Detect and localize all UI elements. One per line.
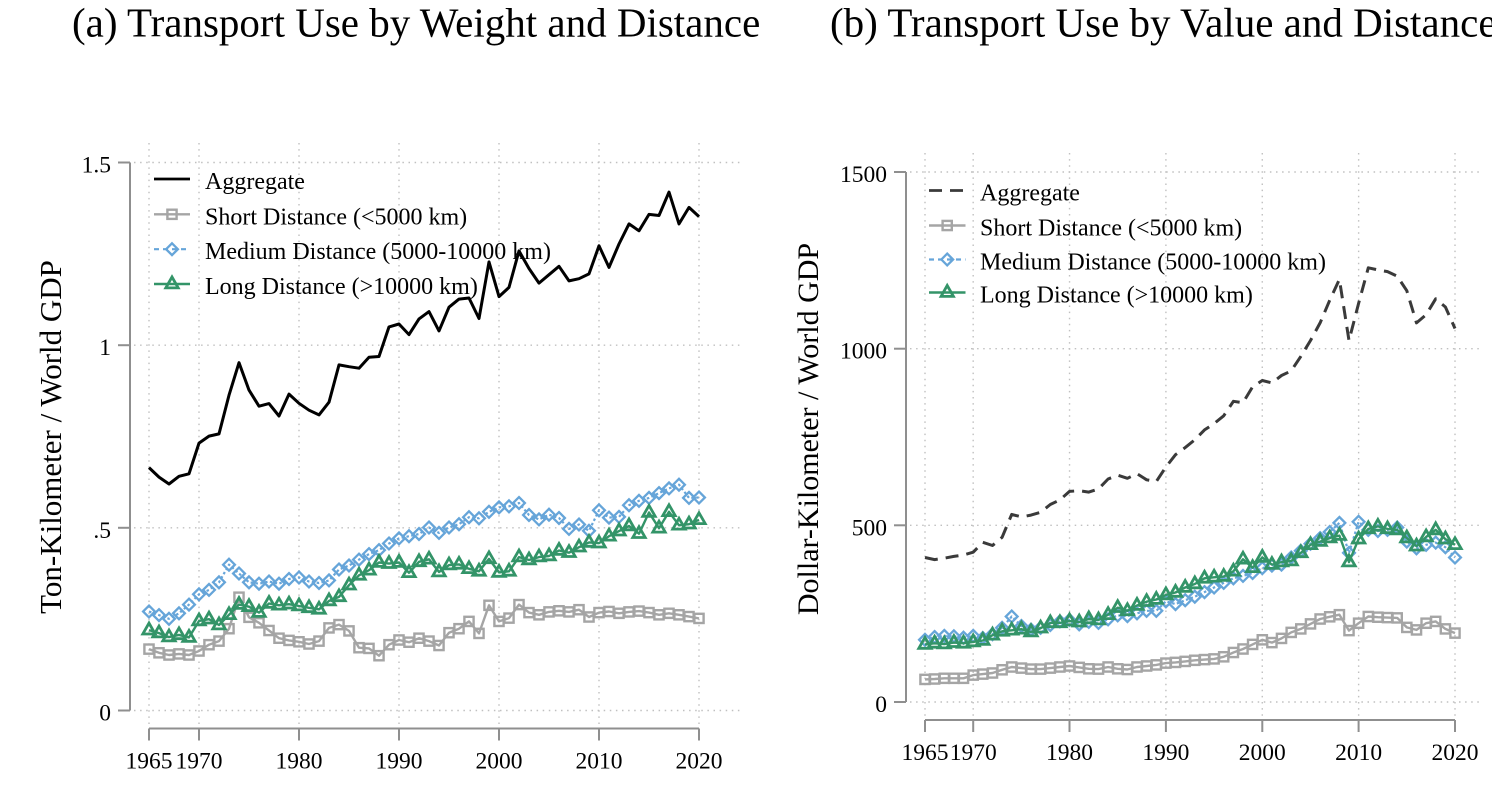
svg-text:(b) Transport Use by Value and: (b) Transport Use by Value and Distance	[830, 0, 1492, 46]
svg-text:1970: 1970	[176, 749, 223, 775]
svg-text:1990: 1990	[376, 749, 423, 775]
svg-text:2010: 2010	[576, 749, 623, 775]
svg-text:0: 0	[99, 701, 111, 727]
svg-text:1980: 1980	[276, 749, 323, 775]
svg-text:1990: 1990	[1142, 740, 1189, 766]
svg-text:Short Distance (<5000 km): Short Distance (<5000 km)	[205, 204, 467, 230]
svg-text:Medium Distance (5000-10000 km: Medium Distance (5000-10000 km)	[205, 239, 551, 265]
svg-text:1965: 1965	[126, 749, 173, 775]
svg-text:1500: 1500	[840, 162, 887, 188]
svg-text:2000: 2000	[1239, 740, 1286, 766]
svg-text:Dollar-Kilometer / World GDP: Dollar-Kilometer / World GDP	[792, 243, 825, 615]
svg-text:Aggregate: Aggregate	[980, 181, 1080, 207]
svg-text:1.5: 1.5	[82, 153, 111, 179]
svg-text:500: 500	[852, 515, 887, 541]
svg-text:2000: 2000	[476, 749, 523, 775]
svg-text:Short Distance (<5000 km): Short Distance (<5000 km)	[980, 216, 1242, 242]
svg-text:1980: 1980	[1046, 740, 1093, 766]
svg-text:1: 1	[99, 335, 111, 361]
svg-text:Ton-Kilometer / World GDP: Ton-Kilometer / World GDP	[33, 260, 68, 614]
svg-text:Long Distance (>10000 km): Long Distance (>10000 km)	[980, 283, 1253, 309]
svg-text:(a) Transport Use by Weight an: (a) Transport Use by Weight and Distance	[72, 0, 760, 46]
svg-text:2010: 2010	[1335, 740, 1382, 766]
svg-text:Aggregate: Aggregate	[205, 169, 305, 195]
svg-text:1970: 1970	[950, 740, 997, 766]
svg-text:Medium Distance (5000-10000 km: Medium Distance (5000-10000 km)	[980, 250, 1326, 276]
svg-text:0: 0	[875, 692, 887, 718]
svg-text:2020: 2020	[676, 749, 723, 775]
svg-text:1965: 1965	[902, 740, 949, 766]
svg-text:1000: 1000	[840, 339, 887, 365]
svg-text:.5: .5	[93, 518, 111, 544]
svg-text:Long Distance (>10000 km): Long Distance (>10000 km)	[205, 274, 478, 300]
svg-text:2020: 2020	[1432, 740, 1479, 766]
